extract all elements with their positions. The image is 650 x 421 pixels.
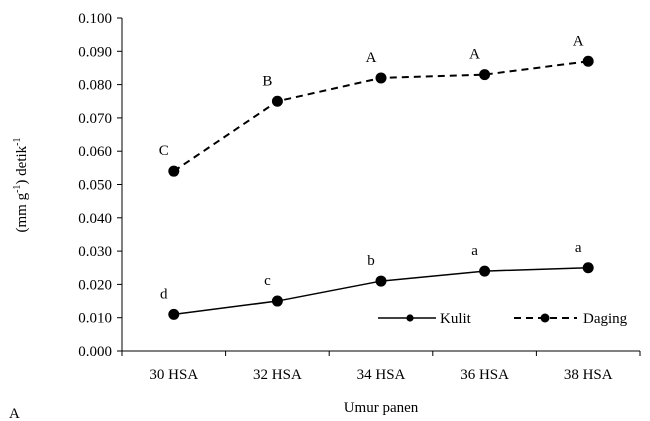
legend: Kulit Daging (378, 311, 628, 327)
data-point-kulit (479, 265, 491, 277)
significance-labels: d c b a a C B A A A (159, 33, 584, 302)
series-layer (168, 55, 594, 320)
legend-daging-label: Daging (583, 311, 628, 327)
significance-label-kulit: d (160, 286, 168, 302)
axes (121, 18, 640, 352)
y-tick-label: 0.080 (78, 78, 112, 94)
x-tick-label: 32 HSA (253, 367, 302, 383)
y-tick-label: 0.100 (78, 11, 112, 27)
significance-label-kulit: c (264, 273, 271, 289)
x-tick-label: 30 HSA (149, 367, 198, 383)
x-tick-label: 34 HSA (357, 367, 406, 383)
y-tick-label: 0.050 (78, 178, 112, 194)
data-point-daging (168, 165, 180, 177)
y-tick-label: 0.060 (78, 144, 112, 160)
data-point-daging (375, 72, 387, 84)
y-tick-label: 0.010 (78, 311, 112, 327)
data-point-kulit (582, 262, 594, 274)
y-tick-label: 0.040 (78, 211, 112, 227)
significance-label-daging: C (159, 143, 169, 159)
panel-label: A (9, 406, 20, 421)
x-axis-title: Umur panen (344, 400, 419, 416)
legend-kulit-label: Kulit (440, 311, 472, 327)
significance-label-daging: A (573, 33, 584, 49)
significance-label-kulit: a (575, 240, 582, 256)
y-ticks: 0.000 0.010 0.020 0.030 0.040 0.050 0.060 0.070… (78, 11, 122, 360)
data-point-daging (479, 69, 491, 81)
x-ticks: 30 HSA 32 HSA 34 HSA 36 HSA 38 HSA (121, 351, 641, 383)
legend-daging-marker (540, 313, 550, 323)
data-point-kulit (375, 275, 387, 287)
y-tick-label: 0.070 (78, 111, 112, 127)
y-tick-label: 0.020 (78, 277, 112, 293)
legend-kulit-marker (406, 314, 414, 322)
significance-label-daging: B (262, 73, 272, 89)
data-point-daging (271, 95, 283, 107)
data-point-kulit (168, 308, 180, 320)
y-axis-title: (mm g-1) detik-1 (12, 137, 30, 232)
y-tick-label: 0.000 (78, 344, 112, 360)
significance-label-daging: A (469, 47, 480, 63)
y-tick-label: 0.090 (78, 44, 112, 60)
data-point-daging (582, 55, 594, 67)
data-point-kulit (271, 295, 283, 307)
significance-label-kulit: b (367, 253, 375, 269)
significance-label-daging: A (366, 50, 377, 66)
series-line-kulit (173, 267, 589, 316)
y-tick-label: 0.030 (78, 244, 112, 260)
x-tick-label: 38 HSA (564, 367, 613, 383)
significance-label-kulit: a (471, 243, 478, 259)
x-tick-label: 36 HSA (460, 367, 509, 383)
